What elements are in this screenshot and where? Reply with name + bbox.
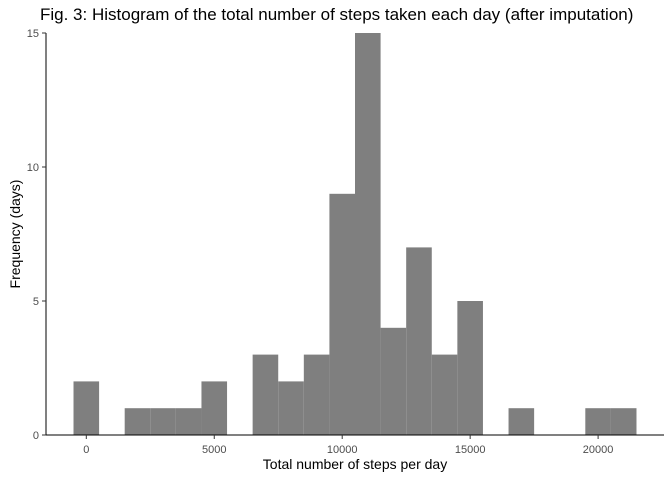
y-tick-label: 10	[27, 162, 39, 174]
histogram-bar	[329, 193, 355, 435]
x-tick-label: 0	[83, 444, 89, 456]
x-tick-label: 5000	[202, 444, 226, 456]
histogram-bar	[406, 247, 432, 435]
x-tick-label: 20000	[583, 444, 614, 456]
histogram-bar	[457, 301, 483, 435]
histogram-bar	[585, 408, 611, 435]
histogram-bar	[303, 354, 330, 435]
histogram-bar	[355, 33, 381, 435]
histogram-bar	[150, 408, 176, 435]
x-tick-label: 15000	[455, 444, 486, 456]
histogram-bar	[380, 327, 407, 435]
histogram-bar	[175, 408, 202, 435]
chart-title: Fig. 3: Histogram of the total number of…	[40, 5, 634, 24]
y-tick-label: 15	[27, 28, 39, 40]
histogram-bar	[431, 354, 458, 435]
y-tick-label: 0	[33, 430, 39, 442]
y-axis-title: Frequency (days)	[7, 180, 23, 289]
histogram-bar	[610, 408, 637, 435]
histogram-bar	[252, 354, 279, 435]
bars-group	[73, 33, 637, 435]
histogram-bar	[124, 408, 151, 435]
histogram-bar	[278, 381, 304, 435]
histogram-bar	[73, 381, 100, 435]
x-axis-title: Total number of steps per day	[263, 456, 447, 472]
x-tick-label: 10000	[327, 444, 358, 456]
histogram-bar	[201, 381, 228, 435]
histogram-bar	[508, 408, 535, 435]
y-tick-label: 5	[33, 296, 39, 308]
axes-group: 0 5000 10000 15000 20000 0 5 10 15	[27, 28, 664, 456]
